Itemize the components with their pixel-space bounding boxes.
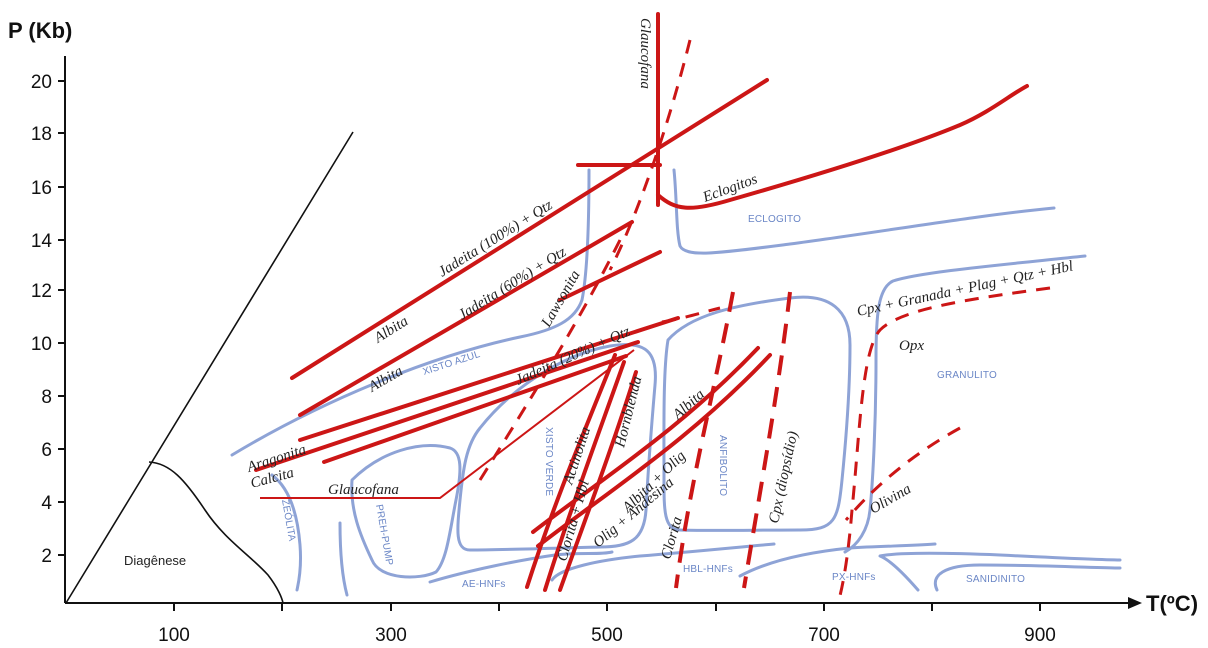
glaucophane-low-label: Glaucofana (328, 482, 399, 498)
px-hornfels-label: PX-HNFs (832, 572, 876, 583)
amphibolite-label: ANFIBOLITO (717, 435, 728, 496)
glaucophane-low-line (260, 349, 635, 499)
jadeite-20-dash (661, 306, 721, 324)
cpx-diopside-label: Cpx (diopsídio) (766, 430, 801, 525)
y-tick-label: 20 (31, 72, 52, 93)
sanidinite-label: SANIDINITO (966, 574, 1025, 585)
reaction-lines (254, 12, 1051, 604)
hornfels-lower-boundary-1 (428, 550, 614, 584)
chlorite-hbl-line (543, 360, 626, 592)
glaucophane-upper-dash (608, 39, 692, 271)
low-gradient-limit-line (65, 131, 354, 604)
olivine-dash (844, 426, 961, 521)
y-tick-label: 2 (41, 546, 52, 567)
hornfels-lower-boundary-2 (550, 542, 776, 582)
albite-b-label: Albita (365, 363, 406, 396)
axes: P (Kb) T(ºC) 2 4 6 8 10 12 14 16 18 20 (8, 18, 1198, 646)
cpx-diopside-dash (742, 291, 792, 589)
x-tick-label: 500 (591, 625, 623, 646)
jadeite-60-line (298, 220, 634, 417)
eclogite-reaction-line (656, 84, 1029, 210)
y-tick-label: 16 (31, 178, 52, 199)
lawsonite-dash (478, 239, 622, 481)
y-tick-label: 12 (31, 281, 52, 302)
y-tick-label: 8 (41, 387, 52, 408)
prehnite-pumpellyite-loop (350, 444, 462, 579)
y-tick-label: 14 (31, 231, 53, 252)
x-axis-arrowhead (1128, 597, 1142, 609)
y-tick-label: 6 (41, 440, 52, 461)
jadeite-100-line (290, 78, 769, 380)
zeolite-boundary (270, 473, 303, 592)
prehnite-pumpellyite-label: PREH-PUMP (373, 504, 395, 567)
hbl-hornfels-label: HBL-HNFs (683, 564, 733, 575)
y-ticks (58, 80, 65, 556)
diagenesis-boundary (148, 461, 284, 604)
x-tick-label: 100 (158, 625, 190, 646)
aragonite-calcite-line-2 (322, 354, 628, 464)
facies-boundaries (230, 168, 1122, 597)
granulite-boundary (843, 254, 1087, 554)
jadeite-20-line (298, 316, 680, 442)
eclogite-boundary (672, 168, 1056, 255)
diagenesis-label: Diagênese (124, 553, 186, 568)
greenschist-loop (456, 343, 657, 552)
x-axis-title: T(ºC) (1146, 591, 1198, 616)
granulite-label: GRANULITO (937, 370, 997, 381)
opx-label: Opx (899, 338, 924, 354)
black-boundaries (65, 131, 354, 604)
lawsonite-label: Lawsonita (538, 268, 584, 331)
ae-hornfels-label: AE-HNFs (462, 579, 506, 590)
albite-line (531, 346, 760, 534)
blueschist-boundary (230, 168, 591, 457)
granulite-boundary-dash (836, 286, 1051, 604)
albite-a-label: Albita (371, 313, 411, 347)
aragonite-calcite-line (254, 340, 640, 472)
y-axis-title: P (Kb) (8, 18, 72, 43)
greenschist-label: XISTO VERDE (543, 427, 554, 496)
olivine-label: Olivina (867, 481, 914, 517)
zeolite-right-boundary (338, 521, 349, 597)
hornfels-lower-boundary-3 (738, 542, 937, 578)
lawsonite-line (558, 250, 662, 302)
hornfels-lower-boundary-4 (878, 551, 1122, 592)
x-ticks (173, 603, 1041, 611)
x-tick-label: 900 (1024, 625, 1056, 646)
y-tick-label: 10 (31, 334, 52, 355)
amphibolite-loop (662, 295, 852, 532)
sanidinite-boundary (933, 563, 1122, 592)
eclogite-label: ECLOGITO (748, 214, 801, 225)
x-tick-label: 700 (808, 625, 840, 646)
y-tick-label: 4 (41, 493, 52, 514)
actinolite-line (525, 353, 617, 589)
glaucophane-top-label: Glaucofana (637, 18, 653, 89)
chlorite-dash (674, 291, 735, 589)
y-tick-label: 18 (31, 124, 52, 145)
x-tick-label: 300 (375, 625, 407, 646)
albite-olig-line (536, 353, 772, 548)
